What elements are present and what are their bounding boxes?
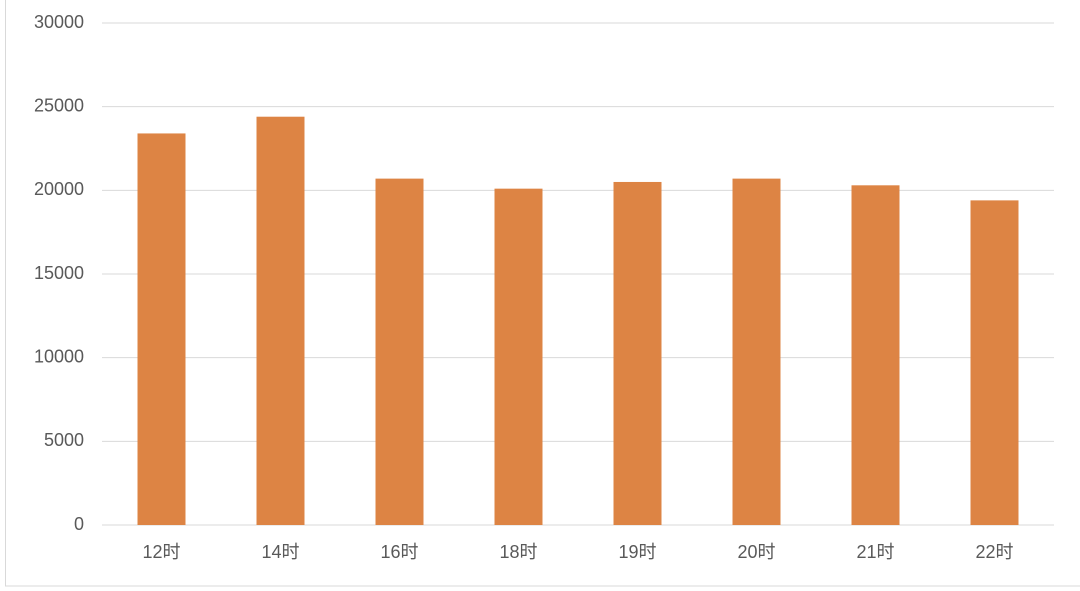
y-tick-label: 20000 [34,179,84,199]
bar [375,178,424,525]
y-tick-label: 15000 [34,263,84,283]
x-tick-label: 20时 [737,542,775,562]
x-tick-label: 18时 [499,542,537,562]
y-tick-label: 0 [74,514,84,534]
bar [256,116,305,525]
x-tick-label: 12时 [142,542,180,562]
bar [732,178,781,525]
bar [494,188,543,525]
y-tick-label: 5000 [44,430,84,450]
y-tick-label: 30000 [34,12,84,32]
x-tick-label: 21时 [856,542,894,562]
chart-frame [5,0,1080,587]
bar [851,185,900,525]
x-tick-label: 16时 [380,542,418,562]
x-tick-label: 14时 [261,542,299,562]
x-tick-label: 19时 [618,542,656,562]
x-tick-label: 22时 [975,542,1013,562]
y-tick-label: 25000 [34,95,84,115]
bar [137,133,186,525]
bar [970,200,1019,525]
y-tick-label: 10000 [34,346,84,366]
bar [613,181,662,525]
